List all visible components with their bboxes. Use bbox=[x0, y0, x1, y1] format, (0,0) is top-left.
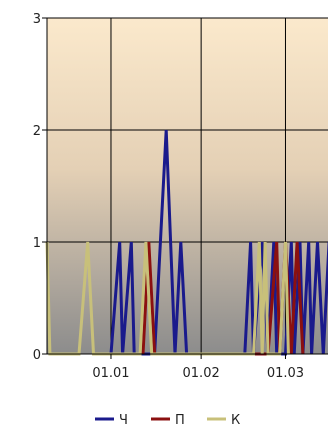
x-tick-label: 01.03 bbox=[267, 366, 304, 381]
series-line-2 bbox=[141, 241, 305, 356]
x-tick-label: 01.02 bbox=[183, 366, 220, 381]
x-tick-label: 01.01 bbox=[92, 366, 129, 381]
legend-label: К bbox=[231, 413, 240, 428]
axes: 0 1 2 3 01.01 01.02 01.03 bbox=[33, 12, 328, 381]
y-tick-label: 3 bbox=[33, 12, 41, 27]
legend-label: П bbox=[175, 413, 185, 428]
y-tick-label: 1 bbox=[33, 236, 41, 251]
y-tick-label: 0 bbox=[33, 348, 41, 363]
legend-label: Ч bbox=[119, 413, 128, 428]
y-tick-label: 2 bbox=[33, 124, 41, 139]
